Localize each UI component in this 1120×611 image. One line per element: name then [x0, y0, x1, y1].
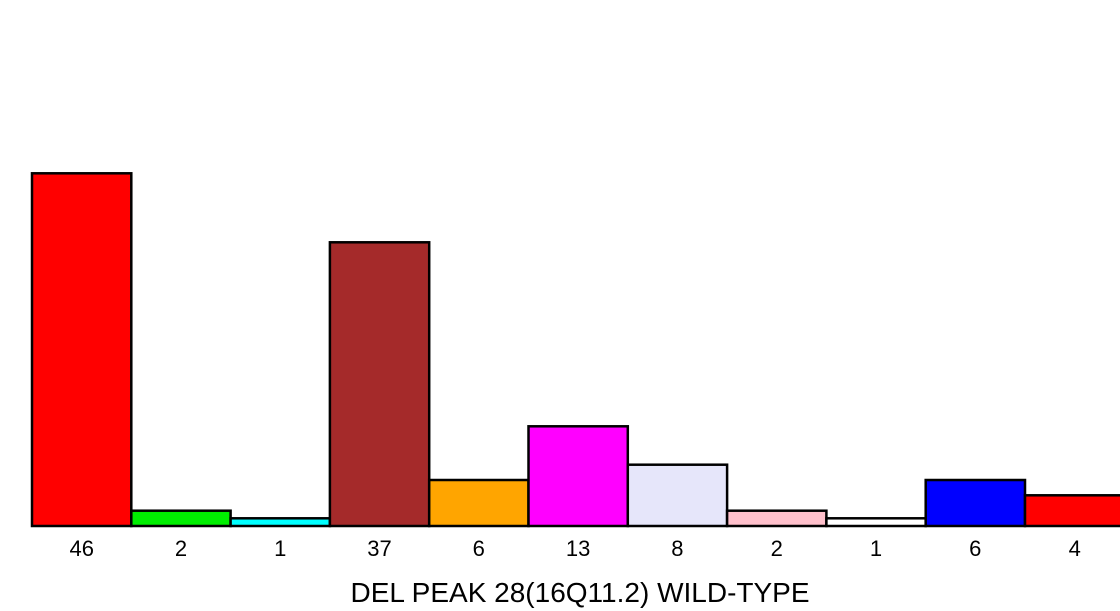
bar-0: [30, 172, 133, 528]
tick-labels-group: 46 2 1 37 6 13 8 2 1 6 4: [69, 536, 1080, 561]
tick-label-8: 1: [870, 536, 882, 561]
bar-2: [229, 517, 332, 528]
tick-label-7: 2: [771, 536, 783, 561]
x-axis-title: DEL PEAK 28(16Q11.2) WILD-TYPE: [350, 577, 809, 608]
bar-9: [924, 478, 1027, 528]
tick-label-1: 2: [175, 536, 187, 561]
bar-3: [328, 241, 431, 528]
bar-7: [725, 509, 828, 528]
tick-label-6: 8: [671, 536, 683, 561]
bar-8: [825, 517, 927, 528]
tick-label-4: 6: [473, 536, 485, 561]
tick-label-5: 13: [566, 536, 590, 561]
tick-label-2: 1: [274, 536, 286, 561]
bar-1: [130, 509, 232, 528]
tick-label-0: 46: [69, 536, 93, 561]
bars-group: [30, 172, 1120, 528]
bar-10: [1023, 494, 1120, 528]
bar-5: [527, 425, 630, 528]
tick-label-10: 4: [1069, 536, 1081, 561]
bar-6: [626, 463, 729, 528]
tick-label-9: 6: [969, 536, 981, 561]
tick-label-3: 37: [367, 536, 391, 561]
bar-4: [427, 478, 530, 528]
